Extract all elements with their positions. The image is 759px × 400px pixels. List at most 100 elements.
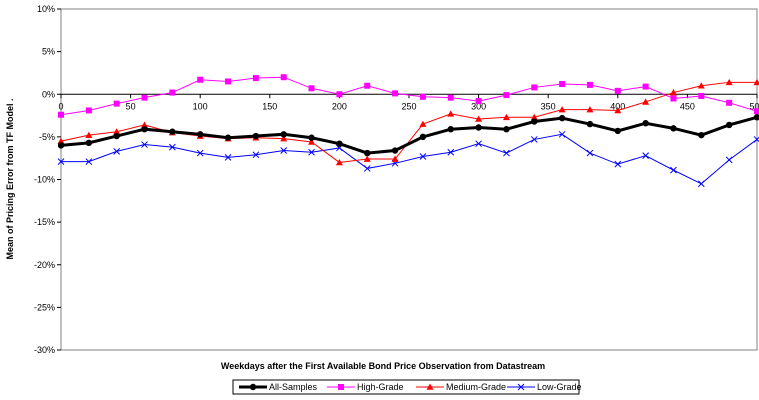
data-point-low-grade <box>558 130 566 138</box>
data-point-all-samples <box>531 118 538 125</box>
data-point-all-samples <box>141 126 148 133</box>
data-point-all-samples <box>169 128 176 135</box>
data-point-high-grade <box>364 82 371 89</box>
x-marker-stroke <box>753 136 759 143</box>
data-point-medium-grade <box>447 110 455 117</box>
legend-item-medium-grade: Medium-Grade <box>416 382 506 392</box>
data-point-all-samples <box>586 120 594 128</box>
data-point-medium-grade <box>57 137 65 144</box>
axes-layer: 10% 5% 0% -5% -10% -15% -20% -25% -30% 0 50 100 150 2… <box>34 4 759 355</box>
x-tick-label: 400 <box>610 101 625 111</box>
data-point-all-samples <box>475 124 482 131</box>
data-point-low-grade <box>169 143 176 151</box>
data-point-all-samples <box>558 114 566 122</box>
x-tick-label: 300 <box>471 101 486 111</box>
data-point-high-grade <box>754 108 759 115</box>
data-point-high-grade <box>169 89 176 96</box>
data-point-high-grade <box>392 90 399 97</box>
data-point-all-samples <box>503 126 510 133</box>
data-point-all-samples <box>280 131 287 138</box>
y-tick-label: -30% <box>34 345 55 355</box>
x-tick-label: 500 <box>749 101 759 111</box>
series-line-all-samples <box>60 115 758 155</box>
data-point-low-grade <box>642 152 649 159</box>
data-point-low-grade <box>530 136 538 143</box>
data-point-high-grade <box>531 84 538 91</box>
series-line-low-grade <box>61 133 758 185</box>
series-layer <box>57 74 759 188</box>
data-point-medium-grade <box>642 98 650 105</box>
data-point-high-grade <box>336 91 343 98</box>
x-tick-label: 50 <box>126 101 136 111</box>
data-point-all-samples <box>642 120 649 127</box>
x-marker-stroke <box>614 160 622 168</box>
data-point-all-samples <box>698 131 705 139</box>
x-marker-stroke <box>503 149 510 157</box>
data-point-all-samples <box>725 121 733 129</box>
data-point-low-grade <box>252 151 260 159</box>
data-point-low-grade <box>308 148 315 156</box>
data-point-low-grade <box>224 153 232 161</box>
x-marker-stroke <box>475 140 482 148</box>
x-tick-label: 150 <box>262 101 277 111</box>
data-point-high-grade <box>280 74 287 81</box>
data-point-high-grade <box>252 75 259 82</box>
legend-label: Medium-Grade <box>446 382 506 392</box>
data-point-low-grade <box>57 158 65 165</box>
data-point-low-grade <box>586 149 594 157</box>
x-marker-stroke <box>196 149 204 157</box>
x-tick-label: 250 <box>401 101 416 111</box>
data-point-all-samples <box>113 132 120 140</box>
data-point-low-grade <box>725 156 733 164</box>
plot-area <box>60 8 758 351</box>
data-point-all-samples <box>419 133 427 141</box>
x-marker-stroke <box>280 147 288 154</box>
series-line-high-grade <box>60 76 758 116</box>
data-point-medium-grade <box>335 158 343 166</box>
data-point-high-grade <box>475 98 482 105</box>
data-point-medium-grade <box>502 113 510 121</box>
x-marker-stroke <box>308 148 315 156</box>
data-point-high-grade <box>726 99 733 106</box>
data-point-all-samples <box>308 134 315 141</box>
data-point-low-grade <box>670 166 677 174</box>
x-tick-label: 350 <box>541 101 556 111</box>
x-marker-stroke <box>447 148 455 156</box>
y-tick-label: 5% <box>42 47 55 57</box>
legend-label: All-Samples <box>269 382 318 392</box>
y-tick-label: -15% <box>34 217 55 227</box>
y-tick-label: 10% <box>37 4 55 14</box>
x-tick-label: 0 <box>58 101 63 111</box>
y-tick-label: -5% <box>39 132 55 142</box>
data-point-all-samples <box>364 149 371 157</box>
data-point-high-grade <box>503 92 510 99</box>
legend-item-low-grade: Low-Grade <box>507 382 582 392</box>
data-point-high-grade <box>308 85 315 92</box>
data-point-medium-grade <box>614 106 622 114</box>
x-marker-stroke <box>252 151 260 159</box>
data-point-all-samples <box>336 140 343 147</box>
legend-item-high-grade: High-Grade <box>327 382 404 392</box>
x-marker-stroke <box>419 153 427 160</box>
data-point-medium-grade <box>725 78 733 86</box>
data-point-low-grade <box>697 180 705 188</box>
data-point-high-grade <box>197 76 204 83</box>
data-point-all-samples <box>224 134 232 141</box>
x-tick-label: 200 <box>332 101 347 111</box>
data-point-all-samples <box>85 139 93 147</box>
data-point-all-samples <box>614 127 621 135</box>
x-marker-stroke <box>530 136 538 143</box>
data-point-low-grade <box>503 149 510 157</box>
data-point-high-grade <box>225 78 232 85</box>
data-point-low-grade <box>113 148 121 155</box>
data-point-medium-grade <box>391 155 399 162</box>
data-point-high-grade <box>141 94 148 101</box>
data-point-low-grade <box>447 148 455 156</box>
x-marker-stroke <box>224 153 232 161</box>
data-point-all-samples <box>753 114 759 121</box>
data-point-medium-grade <box>141 121 149 128</box>
x-marker-stroke <box>141 141 148 148</box>
series-all-samples <box>57 114 759 157</box>
